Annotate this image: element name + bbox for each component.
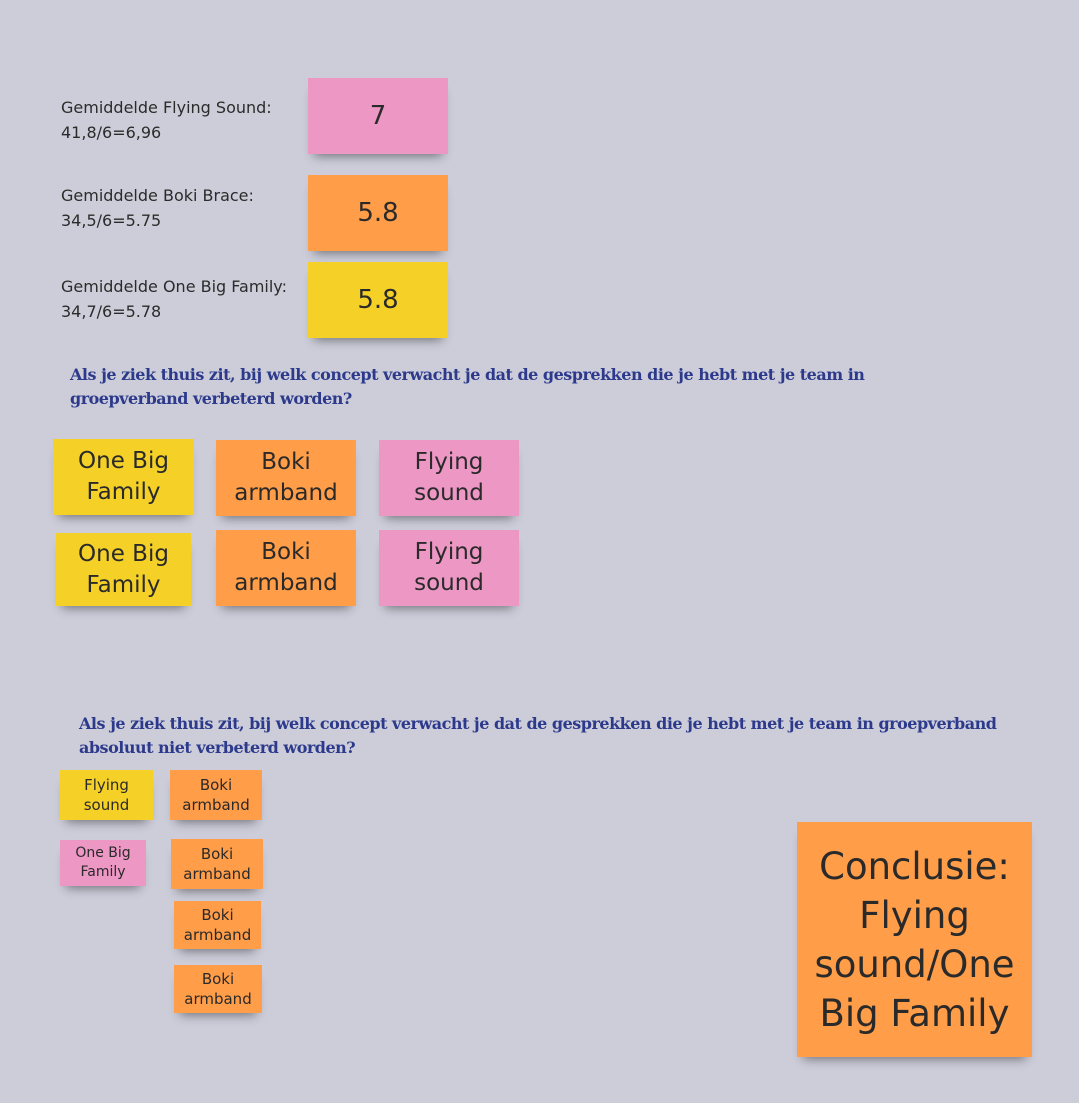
sticky-label: One Big Family (78, 448, 169, 505)
score-value: 7 (369, 101, 387, 131)
q1-sticky-boki-armband-2[interactable]: Boki armband (216, 530, 356, 606)
score-value: 5.8 (357, 285, 399, 315)
average-formula: 41,8/6=6,96 (61, 123, 162, 142)
q2-sticky-one-big-family[interactable]: One Big Family (60, 840, 146, 886)
q2-sticky-boki-armband[interactable]: Boki armband (170, 770, 262, 820)
sticky-label: One Big Family (75, 845, 131, 880)
sticky-label: Boki armband (234, 449, 338, 506)
score-sticky-boki-brace[interactable]: 5.8 (308, 175, 448, 251)
average-formula: 34,5/6=5.75 (61, 211, 162, 230)
sticky-label: One Big Family (78, 540, 169, 598)
sticky-label: Flying sound (414, 449, 484, 506)
average-title: Gemiddelde Flying Sound: (61, 98, 272, 117)
sticky-label: Flying sound (414, 539, 484, 596)
q2-sticky-boki-armband-4[interactable]: Boki armband (174, 965, 262, 1013)
sticky-label: Boki armband (183, 845, 251, 883)
question-1-text[interactable]: Als je ziek thuis zit, bij welk concept … (70, 365, 865, 408)
q1-sticky-flying-sound-2[interactable]: Flying sound (379, 530, 519, 606)
q1-sticky-one-big-family-2[interactable]: One Big Family (56, 533, 191, 606)
sticky-label: Boki armband (183, 906, 252, 944)
q2-sticky-flying-sound[interactable]: Flying sound (60, 770, 153, 820)
score-sticky-flying-sound[interactable]: 7 (308, 78, 448, 154)
average-formula: 34,7/6=5.78 (61, 302, 162, 321)
average-label-boki-brace[interactable]: Gemiddelde Boki Brace: 34,5/6=5.75 (61, 183, 301, 233)
score-sticky-one-big-family[interactable]: 5.8 (308, 262, 448, 338)
sticky-label: Boki armband (182, 776, 250, 814)
q1-sticky-boki-armband[interactable]: Boki armband (216, 440, 356, 516)
average-title: Gemiddelde Boki Brace: (61, 186, 254, 205)
average-label-one-big-family[interactable]: Gemiddelde One Big Family: 34,7/6=5.78 (61, 274, 301, 324)
question-2-text[interactable]: Als je ziek thuis zit, bij welk concept … (79, 714, 997, 757)
q1-sticky-flying-sound[interactable]: Flying sound (379, 440, 519, 516)
conclusion-sticky[interactable]: Conclusie: Flying sound/One Big Family (797, 822, 1032, 1057)
conclusion-text: Conclusie: Flying sound/One Big Family (814, 844, 1015, 1035)
sticky-label: Boki armband (184, 970, 252, 1008)
sticky-label: Boki armband (234, 539, 338, 596)
average-label-flying-sound[interactable]: Gemiddelde Flying Sound: 41,8/6=6,96 (61, 95, 301, 145)
q2-sticky-boki-armband-3[interactable]: Boki armband (174, 901, 261, 949)
q1-sticky-one-big-family[interactable]: One Big Family (53, 439, 194, 515)
score-value: 5.8 (357, 198, 399, 228)
sticky-label: Flying sound (83, 776, 130, 814)
q2-sticky-boki-armband-2[interactable]: Boki armband (171, 839, 263, 889)
average-title: Gemiddelde One Big Family: (61, 277, 287, 296)
